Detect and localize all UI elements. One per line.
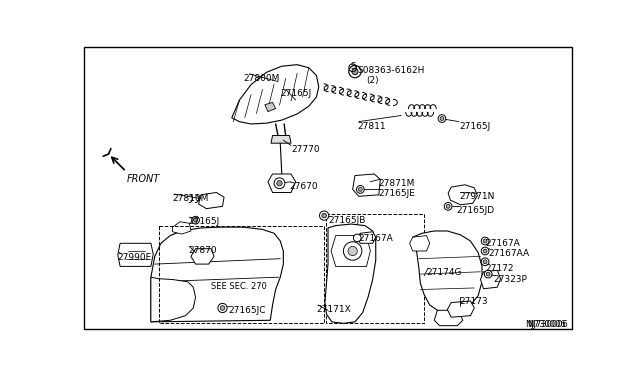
Polygon shape <box>435 310 463 326</box>
Polygon shape <box>481 270 500 289</box>
Polygon shape <box>271 135 291 143</box>
Text: S08363-6162H: S08363-6162H <box>357 66 424 75</box>
Text: 27167AA: 27167AA <box>488 249 529 258</box>
Polygon shape <box>413 231 482 312</box>
Text: 27165J: 27165J <box>459 122 490 131</box>
Polygon shape <box>265 102 276 112</box>
Polygon shape <box>191 249 214 264</box>
Text: FRONT: FRONT <box>126 174 159 184</box>
Polygon shape <box>232 65 319 124</box>
Polygon shape <box>447 301 474 317</box>
Text: 27971N: 27971N <box>459 192 494 202</box>
Text: 27990E: 27990E <box>118 253 152 262</box>
Text: 27167A: 27167A <box>359 234 394 243</box>
Text: 27670: 27670 <box>289 182 318 191</box>
Text: 27810M: 27810M <box>172 194 209 203</box>
Text: 27323P: 27323P <box>493 275 527 284</box>
Circle shape <box>438 115 446 122</box>
Text: NJ730006: NJ730006 <box>525 320 566 329</box>
Text: (2): (2) <box>367 76 379 85</box>
Circle shape <box>276 180 282 186</box>
Circle shape <box>440 117 444 121</box>
Circle shape <box>444 202 452 210</box>
Polygon shape <box>268 174 296 192</box>
Polygon shape <box>151 227 284 322</box>
Text: 27165JB: 27165JB <box>328 216 365 225</box>
Text: 27811: 27811 <box>357 122 386 131</box>
Polygon shape <box>118 243 153 266</box>
Circle shape <box>486 272 490 276</box>
Text: 27165JD: 27165JD <box>456 206 495 215</box>
Circle shape <box>484 270 492 278</box>
Text: 27165J: 27165J <box>188 217 219 226</box>
Text: 27871M: 27871M <box>378 179 415 188</box>
Text: 27165JC: 27165JC <box>228 307 266 315</box>
Text: 27165JE: 27165JE <box>378 189 415 198</box>
Circle shape <box>218 303 227 312</box>
Text: SEE SEC. 270: SEE SEC. 270 <box>211 282 267 291</box>
Polygon shape <box>198 192 224 209</box>
Polygon shape <box>410 235 429 251</box>
Polygon shape <box>357 232 376 243</box>
Text: 27171X: 27171X <box>316 305 351 314</box>
Circle shape <box>358 187 362 191</box>
Polygon shape <box>151 277 196 322</box>
Text: 27167A: 27167A <box>485 239 520 248</box>
Text: S: S <box>350 62 355 71</box>
Circle shape <box>446 205 450 208</box>
Circle shape <box>483 249 487 253</box>
Circle shape <box>481 237 489 245</box>
Circle shape <box>220 306 225 310</box>
Text: 27172: 27172 <box>485 264 513 273</box>
Text: 27870: 27870 <box>188 246 216 256</box>
Circle shape <box>348 246 357 256</box>
Circle shape <box>349 65 361 78</box>
Polygon shape <box>448 185 477 205</box>
Text: 27165J: 27165J <box>280 89 312 98</box>
Circle shape <box>353 234 361 242</box>
Circle shape <box>352 68 358 75</box>
Circle shape <box>319 211 329 220</box>
Text: 27770: 27770 <box>291 145 319 154</box>
Circle shape <box>322 213 326 218</box>
Circle shape <box>192 217 200 224</box>
Polygon shape <box>172 222 191 234</box>
Circle shape <box>344 242 362 260</box>
Text: 27173: 27173 <box>459 297 488 306</box>
Circle shape <box>483 239 487 243</box>
Circle shape <box>194 218 198 222</box>
Text: NJ730006: NJ730006 <box>527 320 568 329</box>
Circle shape <box>483 260 487 264</box>
Text: 27174G: 27174G <box>427 268 462 277</box>
Circle shape <box>274 178 285 189</box>
Circle shape <box>481 247 489 255</box>
Circle shape <box>481 258 489 266</box>
Polygon shape <box>325 224 376 323</box>
Text: 27800M: 27800M <box>243 74 280 83</box>
Polygon shape <box>353 174 380 196</box>
Circle shape <box>356 186 364 193</box>
